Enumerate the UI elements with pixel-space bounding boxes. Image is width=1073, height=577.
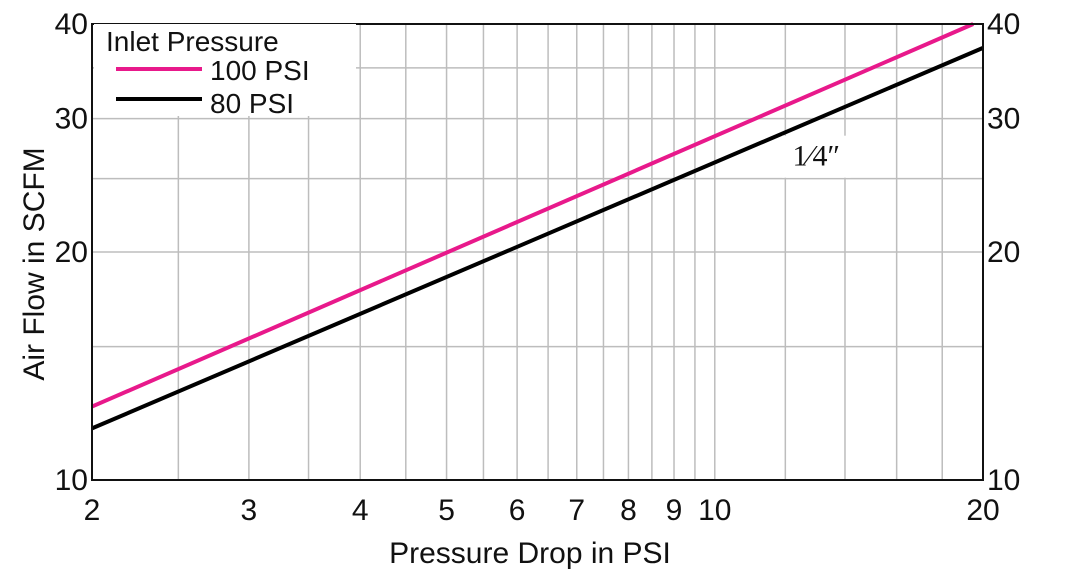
annotation-background	[782, 135, 851, 178]
x-tick-label: 8	[620, 494, 637, 527]
series-line-100-psi	[91, 22, 974, 409]
legend: Inlet Pressure 100 PSI 80 PSI	[94, 24, 356, 119]
y-tick-label-left: 20	[55, 236, 88, 269]
x-tick-label: 6	[509, 494, 526, 527]
y-tick-label-left: 40	[55, 8, 88, 41]
y-tick-label-left: 30	[55, 103, 88, 136]
legend-label-100-psi: 100 PSI	[210, 55, 310, 86]
pipe-size-annotation: 1⁄4″	[782, 135, 851, 178]
series-lines	[91, 22, 984, 431]
legend-label-80-psi: 80 PSI	[210, 88, 294, 119]
legend-title: Inlet Pressure	[106, 26, 279, 57]
x-tick-label: 20	[966, 494, 999, 527]
annotation-label: 1⁄4″	[793, 140, 841, 173]
x-tick-label: 3	[241, 494, 258, 527]
y-tick-label-right: 30	[987, 103, 1020, 136]
x-axis-title: Pressure Drop in PSI	[389, 537, 671, 570]
y-tick-label-right: 10	[987, 464, 1020, 497]
plot-frame	[91, 23, 984, 481]
x-tick-label: 4	[352, 494, 369, 527]
y-tick-label-right: 20	[987, 236, 1020, 269]
y-axis-title: Air Flow in SCFM	[18, 147, 51, 380]
y-tick-label-right: 40	[987, 8, 1020, 41]
x-tick-label: 2	[84, 494, 101, 527]
x-tick-label: 7	[568, 494, 585, 527]
series-line-80-psi	[91, 46, 984, 431]
x-tick-label: 5	[438, 494, 455, 527]
y-tick-label-left: 10	[55, 464, 88, 497]
x-tick-label: 10	[698, 494, 731, 527]
x-tick-label: 9	[666, 494, 683, 527]
